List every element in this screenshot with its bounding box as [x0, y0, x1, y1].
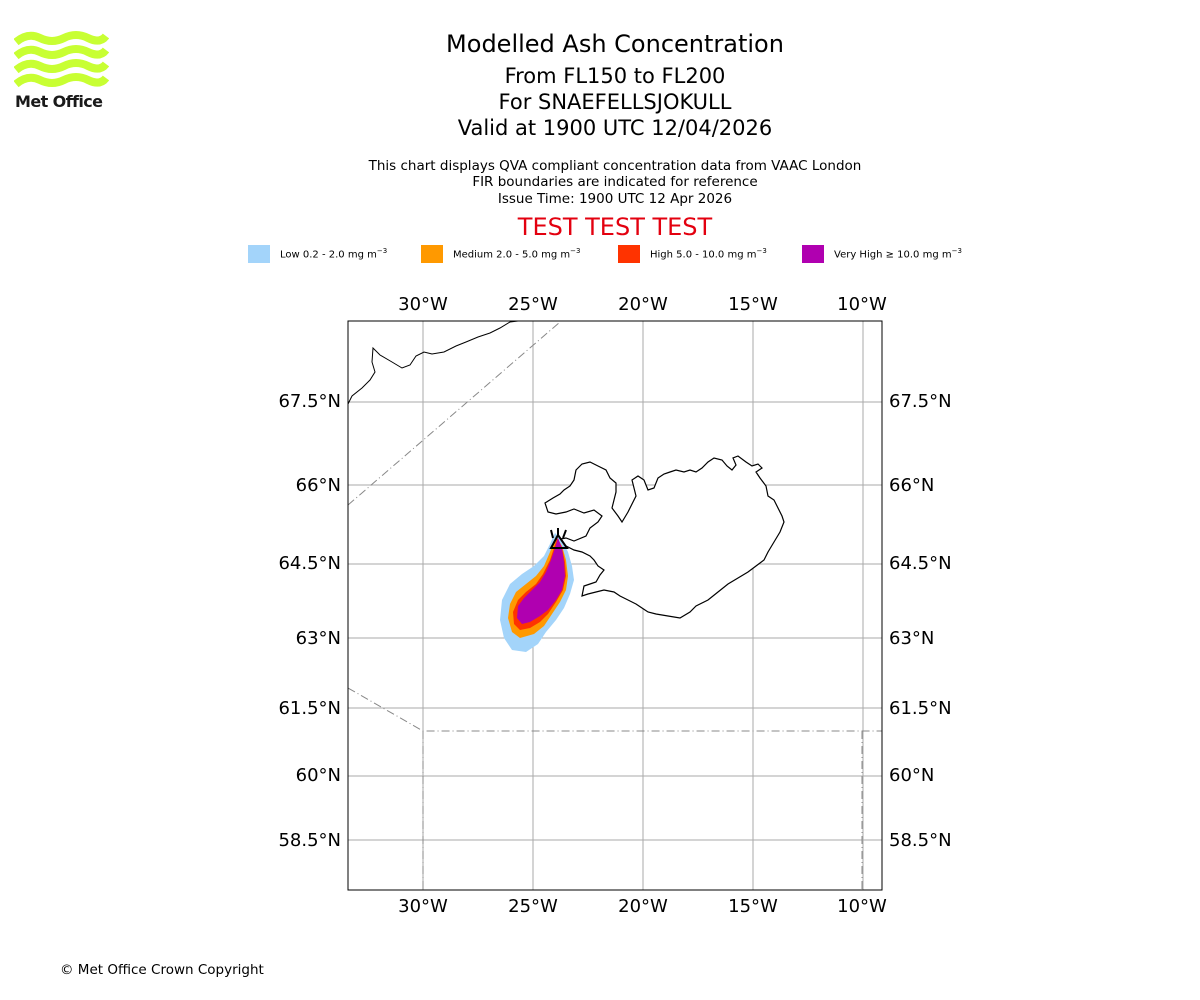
lat-label-left-63n: 63°N — [296, 628, 341, 649]
legend-item-low: Low 0.2 - 2.0 mg m−3 — [248, 244, 387, 264]
lat-label-left-67-5n: 67.5°N — [278, 391, 341, 412]
lat-label-right-63n: 63°N — [889, 628, 934, 649]
volcano-name: For SNAEFELLSJOKULL — [498, 90, 732, 114]
lon-label-top-20w: 20°W — [618, 294, 668, 315]
legend-item-medium: Medium 2.0 - 5.0 mg m−3 — [421, 244, 580, 264]
map-frame — [347, 320, 883, 891]
lat-label-right-67-5n: 67.5°N — [889, 391, 952, 412]
legend-label-high: High 5.0 - 10.0 mg m−3 — [650, 247, 767, 261]
lat-label-right-58-5n: 58.5°N — [889, 830, 952, 851]
ash-contour-very-high — [517, 538, 565, 624]
lat-label-right-61-5n: 61.5°N — [889, 698, 952, 719]
legend-swatch-medium — [421, 245, 443, 263]
lat-label-left-64-5n: 64.5°N — [278, 553, 341, 574]
description-line-2: FIR boundaries are indicated for referen… — [472, 174, 758, 190]
lat-label-right-66n: 66°N — [889, 475, 934, 496]
lon-label-top-25w: 25°W — [508, 294, 558, 315]
chart-title: Modelled Ash Concentration — [446, 30, 784, 58]
ash-contours — [500, 533, 574, 652]
lon-label-bottom-25w: 25°W — [508, 896, 558, 917]
lon-label-bottom-15w: 15°W — [728, 896, 778, 917]
fir-boundary-north — [348, 321, 561, 506]
lat-label-left-58-5n: 58.5°N — [278, 830, 341, 851]
lat-label-right-60n: 60°N — [889, 765, 934, 786]
lon-label-bottom-20w: 20°W — [618, 896, 668, 917]
legend-item-high: High 5.0 - 10.0 mg m−3 — [618, 244, 767, 264]
legend-label-low: Low 0.2 - 2.0 mg m−3 — [280, 247, 388, 261]
gridlines — [348, 321, 882, 890]
lat-label-left-61-5n: 61.5°N — [278, 698, 341, 719]
logo-text: Met Office — [15, 92, 103, 111]
greenland-coastline — [348, 321, 519, 405]
lon-label-top-30w: 30°W — [398, 294, 448, 315]
lat-label-left-66n: 66°N — [296, 475, 341, 496]
legend-label-very-high: Very High ≥ 10.0 mg m−3 — [834, 247, 962, 261]
copyright-notice: © Met Office Crown Copyright — [60, 962, 264, 978]
lon-label-top-15w: 15°W — [728, 294, 778, 315]
level-range: From FL150 to FL200 — [504, 64, 726, 88]
lat-label-right-64-5n: 64.5°N — [889, 553, 952, 574]
issue-time: Issue Time: 1900 UTC 12 Apr 2026 — [497, 191, 733, 207]
description-line-1: This chart displays QVA compliant concen… — [368, 158, 862, 174]
met-office-logo — [14, 31, 109, 88]
test-banner: TEST TEST TEST — [517, 213, 713, 241]
lon-label-top-10w: 10°W — [837, 294, 887, 315]
fir-boundary-south — [348, 687, 882, 732]
lon-label-bottom-10w: 10°W — [837, 896, 887, 917]
legend-item-very-high: Very High ≥ 10.0 mg m−3 — [802, 244, 962, 264]
fir-boundaries — [348, 321, 882, 890]
legend-swatch-high — [618, 245, 640, 263]
valid-time: Valid at 1900 UTC 12/04/2026 — [457, 116, 773, 140]
lon-label-bottom-30w: 30°W — [398, 896, 448, 917]
legend-label-medium: Medium 2.0 - 5.0 mg m−3 — [453, 247, 581, 261]
legend-swatch-low — [248, 245, 270, 263]
volcano-triangle-marker — [549, 528, 569, 549]
lat-label-left-60n: 60°N — [296, 765, 341, 786]
legend-swatch-very-high — [802, 245, 824, 263]
iceland-coastline — [544, 455, 785, 619]
